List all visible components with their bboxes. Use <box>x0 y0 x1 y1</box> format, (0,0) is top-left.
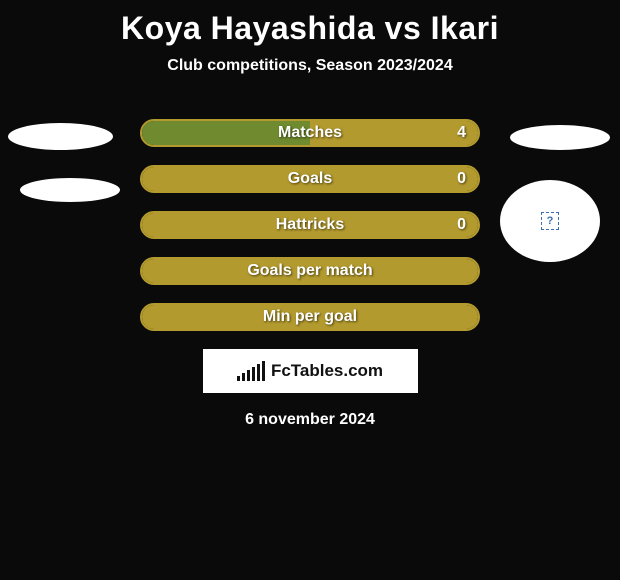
decor-ellipse <box>20 178 120 202</box>
stat-value: 4 <box>457 124 466 142</box>
logo-bar-icon <box>262 361 265 381</box>
page-subtitle: Club competitions, Season 2023/2024 <box>0 57 620 75</box>
page-title: Koya Hayashida vs Ikari <box>0 0 620 47</box>
logo-bar-icon <box>242 373 245 381</box>
logo-text: FcTables.com <box>271 361 383 381</box>
question-icon: ? <box>541 212 559 230</box>
logo-bar-icon <box>247 370 250 381</box>
stat-label: Hattricks <box>276 216 344 234</box>
stat-bar: Hattricks 0 <box>140 211 480 239</box>
stat-bar: Min per goal <box>140 303 480 331</box>
logo-bar-icon <box>237 376 240 381</box>
stat-bar: Goals per match <box>140 257 480 285</box>
decor-disc: ? <box>500 180 600 262</box>
decor-ellipse <box>510 125 610 150</box>
stat-bar: Matches 4 <box>140 119 480 147</box>
logo-bar-icon <box>257 364 260 381</box>
stat-value: 0 <box>457 170 466 188</box>
stat-label: Matches <box>278 124 342 142</box>
stat-bar: Goals 0 <box>140 165 480 193</box>
stat-label: Goals <box>288 170 332 188</box>
stat-label: Min per goal <box>263 308 357 326</box>
logo-bars-icon <box>237 361 265 381</box>
logo-box: FcTables.com <box>203 349 418 393</box>
stat-label: Goals per match <box>247 262 372 280</box>
decor-ellipse <box>8 123 113 150</box>
date-text: 6 november 2024 <box>0 411 620 429</box>
stat-value: 0 <box>457 216 466 234</box>
logo-bar-icon <box>252 367 255 381</box>
